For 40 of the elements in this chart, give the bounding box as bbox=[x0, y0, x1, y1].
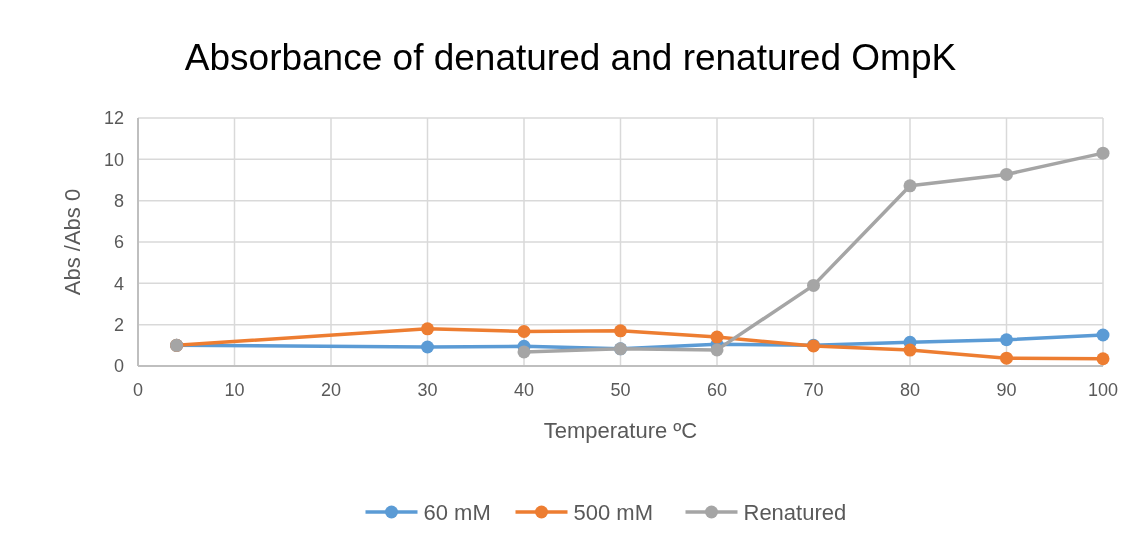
x-tick-label: 30 bbox=[417, 380, 438, 400]
point bbox=[614, 324, 627, 338]
point bbox=[1096, 146, 1110, 160]
y-tick-label: 0 bbox=[113, 356, 124, 377]
y-tick-label: 2 bbox=[113, 314, 124, 335]
x-tick-label: 80 bbox=[899, 380, 921, 400]
point bbox=[903, 343, 917, 357]
x-tick-label: 50 bbox=[610, 380, 631, 400]
x-tick-label: 10 bbox=[224, 380, 245, 400]
point bbox=[421, 340, 434, 354]
point bbox=[1000, 333, 1013, 347]
legend-label: 500 mM bbox=[573, 499, 653, 525]
x-tick-label: 60 bbox=[706, 380, 728, 400]
x-tick-label: 100 bbox=[1087, 380, 1119, 400]
x-tick-label: 90 bbox=[996, 380, 1017, 400]
x-tick-label: 70 bbox=[803, 380, 824, 400]
point bbox=[421, 322, 434, 336]
point bbox=[903, 179, 917, 193]
y-tick-label: 4 bbox=[113, 273, 124, 294]
point bbox=[517, 345, 531, 359]
point bbox=[710, 343, 724, 357]
point bbox=[710, 330, 724, 344]
y-axis-title: Abs /Abs 0 bbox=[60, 188, 85, 296]
y-tick-label: 6 bbox=[113, 232, 124, 253]
legend-label: Renatured bbox=[743, 499, 847, 525]
point bbox=[1096, 328, 1110, 342]
x-tick-label: 40 bbox=[513, 380, 535, 400]
point bbox=[1000, 167, 1013, 181]
y-tick-label: 10 bbox=[103, 149, 124, 170]
y-tick-label: 12 bbox=[103, 108, 124, 129]
y-tick-label: 8 bbox=[113, 190, 124, 211]
point bbox=[807, 278, 820, 292]
legend-label: 60 mM bbox=[423, 499, 491, 525]
point bbox=[1096, 352, 1110, 366]
chart-title: Absorbance of denatured and renatured OmpK bbox=[184, 37, 957, 78]
point bbox=[517, 324, 531, 338]
x-tick-label: 0 bbox=[132, 380, 144, 400]
x-tick-label: 20 bbox=[320, 380, 342, 400]
point bbox=[1000, 351, 1013, 365]
x-axis-title: Temperature ºC bbox=[543, 418, 698, 443]
